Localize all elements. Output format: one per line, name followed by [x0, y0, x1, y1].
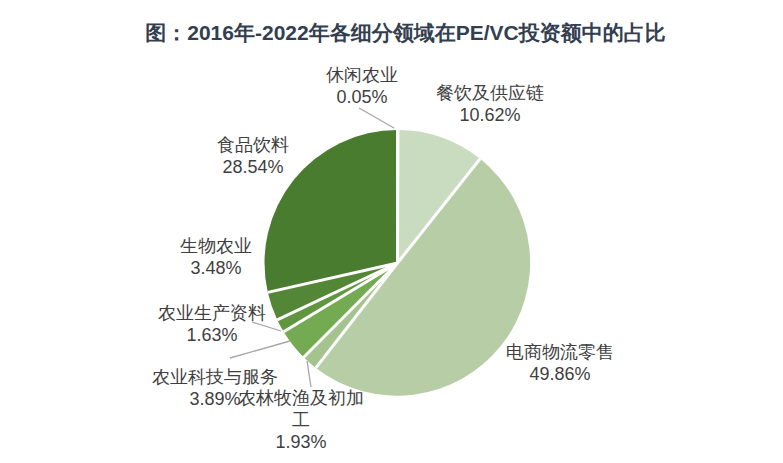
slice-label-leisure-agriculture: 休闲农业 0.05% [297, 64, 427, 108]
slice-label-value: 10.62% [420, 104, 560, 126]
slice-label-value: 3.48% [151, 257, 281, 279]
slice-label-name: 食品饮料 [188, 134, 318, 156]
slice-label-name: 休闲农业 [297, 64, 427, 86]
slice-label-value: 1.93% [237, 431, 365, 453]
slice-label-name: 生物农业 [151, 235, 281, 257]
slice-label-value: 1.63% [142, 324, 282, 346]
slice-label-name: 农林牧渔及初加工 [237, 387, 365, 431]
slice-label-ecommerce-logistics-retail: 电商物流零售 49.86% [490, 341, 630, 385]
leader-line-leisure-agriculture [359, 108, 394, 128]
slice-label-food-beverage: 食品饮料 28.54% [188, 134, 318, 178]
slice-label-value: 49.86% [490, 363, 630, 385]
slice-label-name: 农业生产资料 [142, 302, 282, 324]
slice-label-catering-supply-chain: 餐饮及供应链 10.62% [420, 82, 560, 126]
slice-label-farming-primary-processing: 农林牧渔及初加工 1.93% [237, 387, 365, 453]
slice-label-name: 餐饮及供应链 [420, 82, 560, 104]
slice-label-bio-agriculture: 生物农业 3.48% [151, 235, 281, 279]
slice-label-agri-production-materials: 农业生产资料 1.63% [142, 302, 282, 346]
slice-label-name: 电商物流零售 [490, 341, 630, 363]
leader-line-farming-primary-processing [307, 361, 311, 387]
slice-label-value: 28.54% [188, 156, 318, 178]
slice-label-name: 农业科技与服务 [135, 366, 295, 388]
slice-label-value: 0.05% [297, 86, 427, 108]
